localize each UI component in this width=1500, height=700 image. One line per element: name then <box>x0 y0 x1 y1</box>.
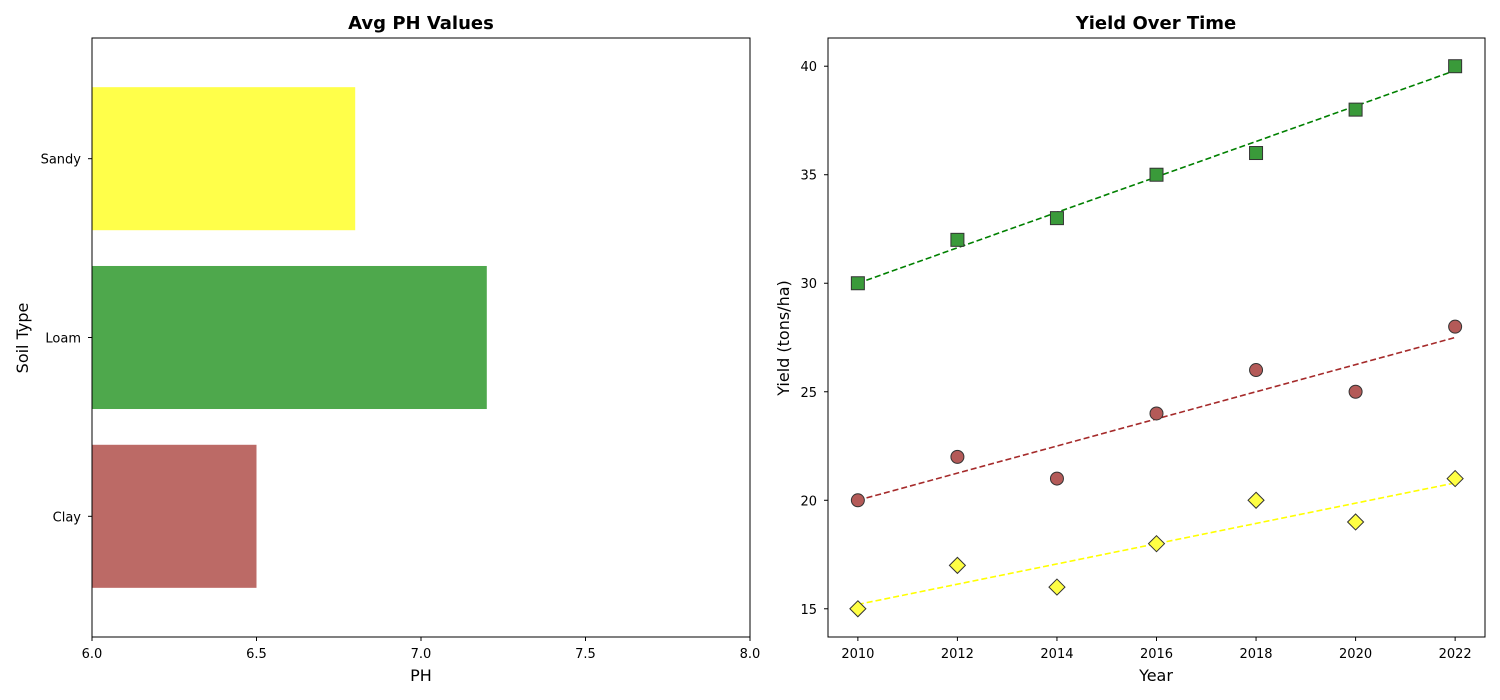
yield-x-tick-label: 2018 <box>1239 647 1272 662</box>
data-point-diamond <box>849 600 867 618</box>
data-point-circle <box>1149 406 1164 421</box>
yield-y-tick-label: 40 <box>800 60 817 75</box>
ph-y-axis-ticks: Clay Loam Sandy <box>41 153 92 525</box>
data-point-circle <box>1348 384 1363 399</box>
data-point-square <box>1448 59 1463 74</box>
ph-y-tick-label: Loam <box>45 332 81 347</box>
yield-x-tick-label: 2012 <box>941 647 974 662</box>
data-point-diamond <box>1048 578 1066 596</box>
ph-x-tick-label: 6.0 <box>82 647 103 662</box>
yield-plot-area <box>849 59 1464 618</box>
yield-x-axis-ticks: 2010 2012 2014 2016 2018 2020 2022 <box>841 637 1472 662</box>
ph-bars-plot-area <box>92 87 487 588</box>
yield-y-axis-label: Yield (tons/ha) <box>774 280 793 397</box>
ph-bar-chart: Avg PH Values 6.0 6.5 7.0 7.5 8.0 Clay Loam Sa… <box>13 13 760 685</box>
data-point-square <box>850 276 865 291</box>
data-point-circle <box>1249 363 1264 378</box>
data-point-diamond <box>1147 534 1166 553</box>
ph-x-axis-label: PH <box>410 666 432 685</box>
yield-y-tick-label: 30 <box>800 277 817 292</box>
yield-x-tick-label: 2010 <box>841 647 874 662</box>
yield-x-tick-label: 2014 <box>1040 647 1073 662</box>
data-point-circle <box>850 493 865 508</box>
data-point-circle <box>950 449 965 464</box>
yield-x-tick-label: 2016 <box>1140 647 1173 662</box>
trend-line-diamond <box>857 482 1456 606</box>
data-point-square <box>950 232 965 247</box>
data-point-square <box>1149 167 1164 182</box>
data-point-diamond <box>1247 491 1265 509</box>
data-point-diamond <box>1446 469 1464 488</box>
ph-bar-loam <box>92 265 487 410</box>
data-point-diamond <box>948 556 967 575</box>
yield-x-tick-label: 2020 <box>1339 647 1372 662</box>
yield-chart-title: Yield Over Time <box>1075 13 1237 34</box>
ph-x-tick-label: 8.0 <box>740 647 761 662</box>
yield-scatter-chart: Yield Over Time 2010 2012 2014 2016 2018 2020… <box>774 13 1486 685</box>
ph-x-tick-label: 6.5 <box>246 647 267 662</box>
yield-y-tick-label: 15 <box>800 603 817 618</box>
data-point-diamond <box>1346 513 1365 531</box>
ph-y-tick-label: Clay <box>53 510 82 525</box>
ph-bar-clay <box>92 444 257 588</box>
ph-x-axis-ticks: 6.0 6.5 7.0 7.5 8.0 <box>82 637 761 662</box>
yield-y-tick-label: 25 <box>800 386 817 401</box>
ph-y-axis-label: Soil Type <box>13 303 32 374</box>
yield-x-tick-label: 2022 <box>1439 647 1472 662</box>
ph-x-tick-label: 7.5 <box>575 647 596 662</box>
ph-x-tick-label: 7.0 <box>411 647 432 662</box>
data-point-square <box>1249 146 1264 161</box>
yield-x-axis-label: Year <box>1138 666 1173 685</box>
data-point-square <box>1049 211 1064 226</box>
data-point-circle <box>1049 471 1064 486</box>
yield-y-tick-label: 35 <box>800 169 817 184</box>
ph-y-tick-label: Sandy <box>41 153 82 168</box>
data-point-circle <box>1448 319 1463 334</box>
yield-y-tick-label: 20 <box>800 494 817 509</box>
data-point-square <box>1348 102 1363 117</box>
ph-chart-title: Avg PH Values <box>348 13 494 34</box>
yield-y-axis-ticks: 15 20 25 30 35 40 <box>800 60 828 618</box>
ph-bar-sandy <box>92 87 356 231</box>
